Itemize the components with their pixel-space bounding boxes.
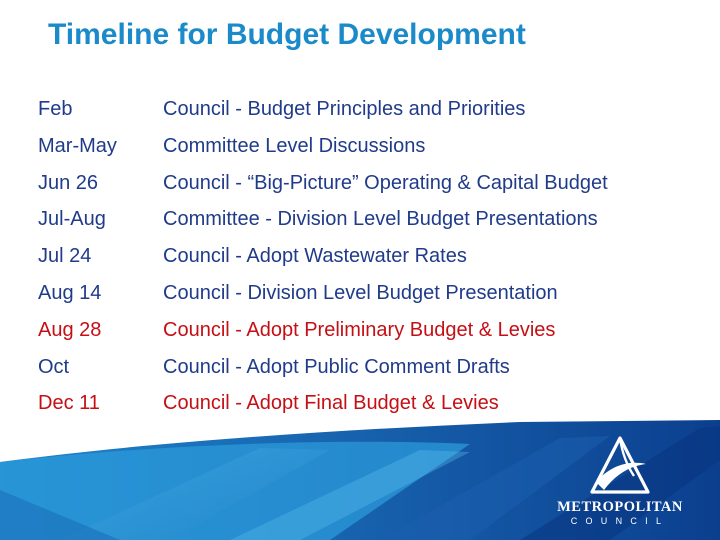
timeline-row: Aug 14 Council - Division Level Budget P… (38, 276, 718, 313)
timeline-description: Committee - Division Level Budget Presen… (163, 208, 598, 231)
timeline-date: Feb (38, 98, 73, 120)
timeline-row: Oct Council - Adopt Public Comment Draft… (38, 350, 718, 387)
footer-wave-graphic (0, 420, 720, 540)
timeline-description: Council - Adopt Public Comment Drafts (163, 355, 510, 378)
timeline-date: Mar-May (38, 134, 117, 157)
timeline-description: Council - Division Level Budget Presenta… (163, 281, 558, 304)
timeline-date: Jul 24 (38, 245, 92, 268)
timeline-list: Feb Council - Budget Principles and Prio… (38, 92, 718, 423)
timeline-description: Council - Adopt Wastewater Rates (163, 245, 467, 268)
timeline-row: Jul 24 Council - Adopt Wastewater Rates (38, 239, 718, 276)
timeline-date: Aug 14 (38, 281, 102, 304)
timeline-row-highlighted: Aug 28 Council - Adopt Preliminary Budge… (38, 313, 718, 350)
timeline-row: Mar-May Committee Level Discussions (38, 129, 718, 166)
timeline-date: Jun 26 (38, 171, 99, 194)
timeline-row-highlighted: Dec 11 Council - Adopt Final Budget & Le… (38, 386, 718, 423)
metropolitan-council-logo-icon (590, 436, 650, 494)
timeline-row: Feb Council - Budget Principles and Prio… (38, 92, 718, 129)
timeline-description: Council - Adopt Preliminary Budget & Lev… (163, 318, 556, 341)
timeline-description: Council - Budget Principles and Prioriti… (163, 98, 526, 120)
timeline-date: Oct (38, 355, 70, 378)
timeline-description: Council - “Big-Picture” Operating & Capi… (163, 171, 608, 194)
timeline-date: Dec 11 (38, 392, 100, 415)
logo-subtitle: COUNCIL (570, 516, 670, 526)
slide-title: Timeline for Budget Development (48, 18, 526, 51)
timeline-description: Council - Adopt Final Budget & Levies (163, 392, 499, 415)
logo-wordmark: METROPOLITAN (557, 499, 683, 515)
timeline-row: Jul-Aug Committee - Division Level Budge… (38, 202, 718, 239)
timeline-date: Jul-Aug (38, 208, 106, 231)
timeline-row: Jun 26 Council - “Big-Picture” Operating… (38, 166, 718, 203)
timeline-date: Aug 28 (38, 318, 102, 341)
timeline-description: Committee Level Discussions (163, 134, 426, 157)
